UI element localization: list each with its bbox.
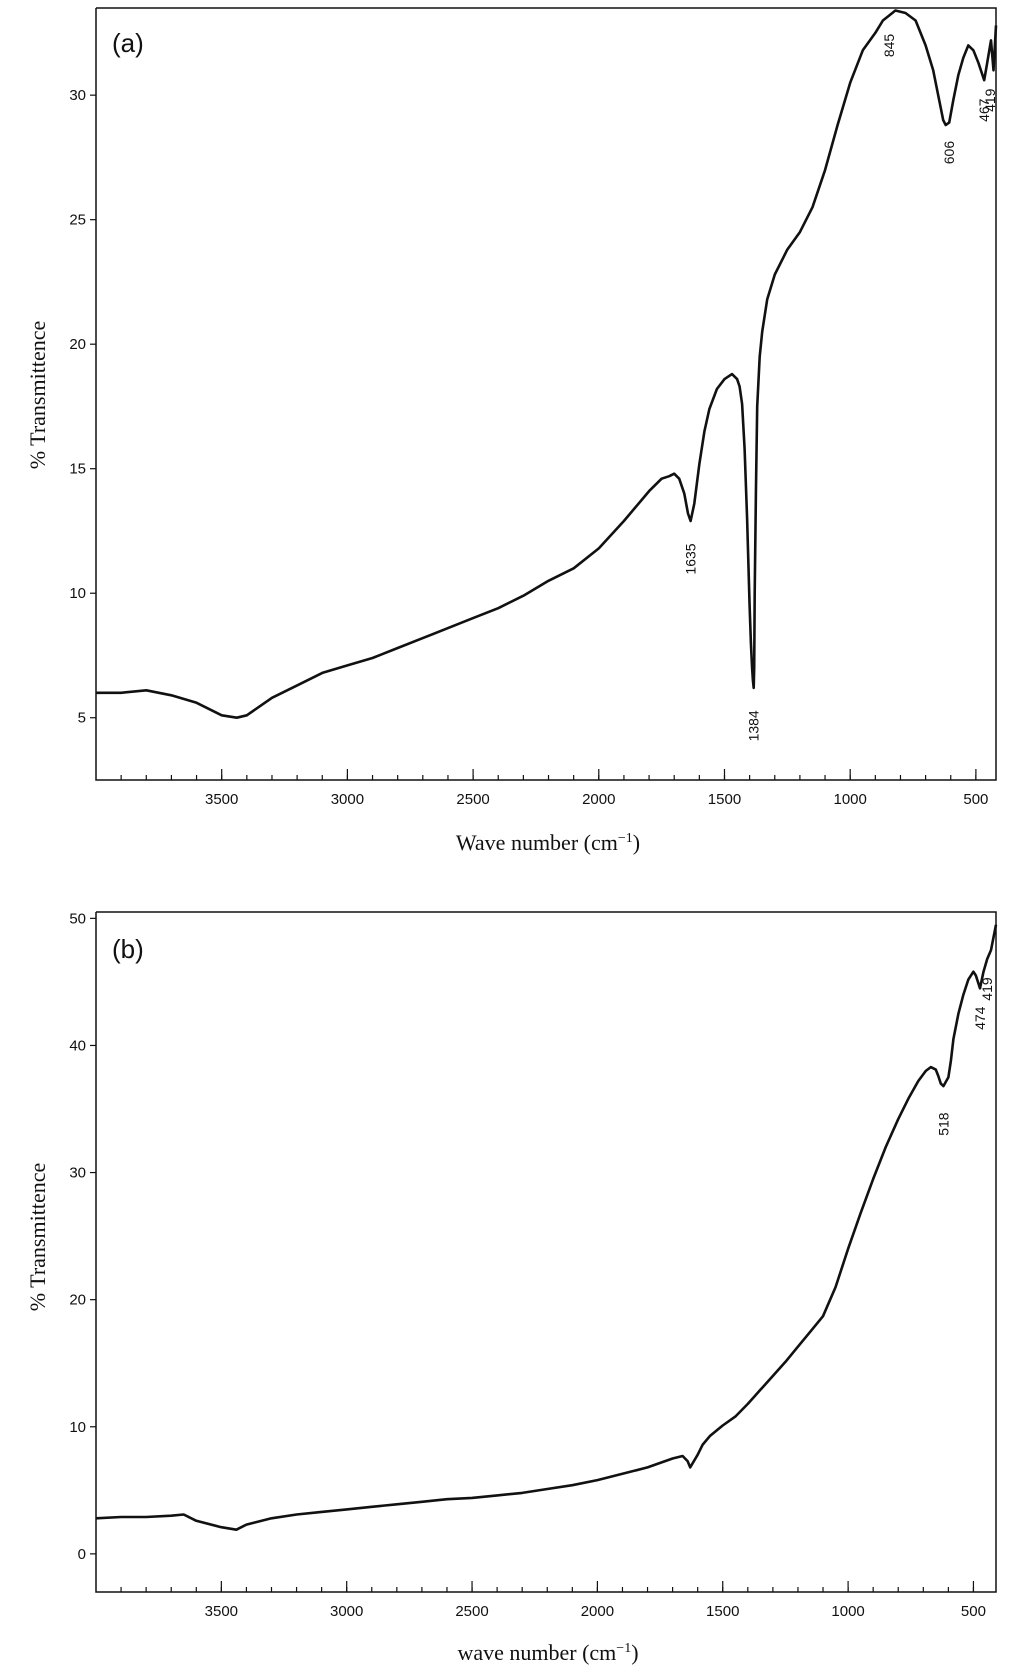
peak-label: 419 [982, 88, 998, 112]
panel-b-y-ticks: 0 10 20 30 40 50 [69, 910, 96, 1563]
y-tick-label: 25 [69, 212, 86, 229]
panel-b-plot-frame [95, 911, 997, 1593]
y-tick-label: 50 [69, 910, 86, 927]
x-tick-label: 1000 [834, 791, 867, 808]
panel-a-spectrum-line [96, 9, 998, 720]
x-tick-label: 3500 [205, 1603, 238, 1620]
panel-b-x-ticks: 3500 3000 2500 2000 1500 1000 500 [205, 1581, 986, 1620]
y-tick-label: 10 [69, 585, 86, 602]
x-tick-label: 1500 [706, 1603, 739, 1620]
peak-label: 1384 [746, 710, 762, 741]
panel-b-peak-labels: 518 474 419 [935, 977, 995, 1136]
y-tick-label: 20 [69, 1292, 86, 1309]
x-tick-label: 3000 [330, 1603, 363, 1620]
panel-b-spectrum-line [95, 924, 998, 1531]
x-tick-label: 2000 [581, 1603, 614, 1620]
y-tick-label: 10 [69, 1419, 86, 1436]
y-tick-label: 5 [78, 710, 86, 727]
peak-label: 467 [976, 98, 992, 122]
panel-b-x-axis-title-main: wave number (cm [457, 1640, 616, 1665]
peak-label: 518 [935, 1112, 951, 1136]
panel-b-label: (b) [112, 934, 144, 964]
peak-label: 474 [972, 1006, 988, 1030]
x-tick-label: 2000 [582, 791, 615, 808]
peak-label: 606 [941, 141, 957, 165]
x-tick-label: 2500 [455, 1603, 488, 1620]
panel-a-x-axis-title: Wave number (cm−1) [456, 830, 640, 855]
panel-a-x-axis-title-superscript: −1 [618, 831, 633, 846]
panel-a-chart: 3500 3000 2500 2000 1500 1000 500 51015202530 … [25, 7, 998, 855]
panel-a-x-axis-title-end: ) [633, 830, 640, 855]
panel-b-x-axis-title-end: ) [631, 1640, 638, 1665]
panel-a-y-ticks: 5 10 15 20 25 30 [69, 87, 96, 727]
y-tick-label: 20 [69, 336, 86, 353]
x-tick-label: 1000 [831, 1603, 864, 1620]
panel-a-plot-frame [95, 7, 997, 781]
y-tick-label: 40 [69, 1037, 86, 1054]
panel-a-x-ticks: 3500 3000 2500 2000 1500 1000 500 [205, 769, 988, 808]
x-tick-label: 500 [963, 791, 988, 808]
x-tick-label: 1500 [708, 791, 741, 808]
panel-a-x-axis-title-main: Wave number (cm [456, 830, 618, 855]
panel-a-y-axis-title: % Transmittence [25, 321, 50, 470]
panel-b-x-axis-title-superscript: −1 [616, 1641, 631, 1656]
y-tick-label: 15 [69, 461, 86, 478]
x-tick-label: 2500 [456, 791, 489, 808]
y-tick-label: 30 [69, 1165, 86, 1182]
panel-a-label: (a) [112, 28, 144, 58]
x-tick-label: 3500 [205, 791, 238, 808]
x-tick-label: 3000 [331, 791, 364, 808]
panel-b-y-axis-title: % Transmittence [25, 1163, 50, 1312]
peak-label: 845 [881, 34, 897, 58]
peak-label: 419 [979, 977, 995, 1001]
y-tick-label: 0 [78, 1546, 86, 1563]
panel-b-x-axis-title: wave number (cm−1) [457, 1640, 638, 1665]
x-tick-label: 500 [961, 1603, 986, 1620]
peak-label: 1635 [683, 543, 699, 574]
y-tick-label: 30 [69, 87, 86, 104]
panel-b-chart: 3500 3000 2500 2000 1500 1000 500 01020304050 … [25, 910, 998, 1665]
